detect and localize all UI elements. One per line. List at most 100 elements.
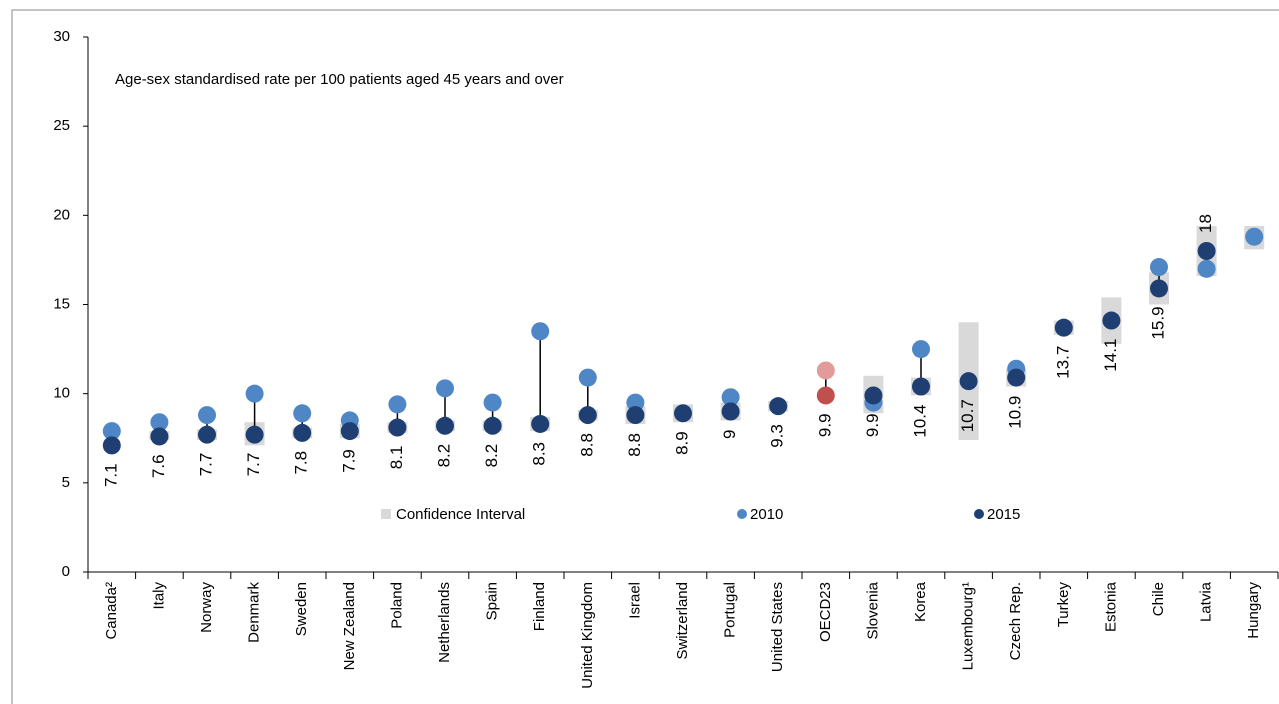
x-tick-label: Netherlands [436,582,453,663]
y-tick-label: 0 [62,563,70,580]
dot-2015 [959,372,978,391]
value-label: 7.1 [101,463,120,487]
value-label: 14.1 [1101,339,1120,372]
dot-2015 [436,416,454,435]
annotation: Age-sex standardised rate per 100 patien… [115,71,564,88]
frame [11,9,1279,704]
dot-2015 [531,414,550,433]
x-tick-label: Finland [531,582,548,631]
value-label: 8.8 [625,433,644,457]
value-label: 10.4 [910,405,929,438]
dot-2015 [1102,311,1121,330]
value-label: 8.3 [530,442,549,466]
dot-2015 [912,377,930,396]
x-tick-label: Estonia [1102,581,1119,632]
x-tick-label: Latvia [1198,581,1215,622]
dot-2015 [674,404,692,423]
dot-2010 [531,322,550,341]
x-tick-label: Chile [1150,582,1167,616]
value-label: 8.8 [577,433,596,457]
dot-2010 [388,395,407,414]
value-label: 8.9 [672,431,691,455]
dot-2015 [864,386,883,405]
value-label: 10.9 [1006,396,1025,429]
y-tick-label: 25 [53,117,70,134]
dot-2010 [578,368,597,387]
value-label: 7.7 [196,453,215,477]
x-tick-label: Switzerland [674,582,691,660]
x-tick-label: Slovenia [864,581,881,639]
x-tick-label: Sweden [293,582,310,636]
x-tick-label: Italy [150,582,167,610]
x-tick-label: Portugal [722,582,739,638]
dot-2010 [1245,227,1264,246]
dot-2010 [483,393,502,412]
x-tick-label: Norway [198,582,215,633]
x-tick-label: United States [769,582,786,672]
dot-2010 [721,388,740,407]
value-label: 13.7 [1053,346,1072,379]
x-tick-label: New Zealand [341,582,358,670]
y-tick-label: 15 [53,295,70,312]
dot-2015 [1197,242,1216,260]
value-label: 8.2 [434,444,453,468]
dot-2015 [578,406,597,425]
dot-2010 [816,361,835,380]
x-tick-label: Denmark [246,582,263,643]
dot-2010 [436,379,454,398]
dot-2015 [769,397,788,416]
value-label: 8.2 [482,444,501,468]
dot-2010 [626,393,645,412]
value-label: 7.6 [149,454,168,478]
x-tick-label: Poland [388,582,405,629]
x-tick-label: OECD23 [817,582,834,642]
x-tick-label: Czech Rep. [1007,582,1024,660]
dot-2015 [340,422,359,441]
value-label: 8.1 [387,446,406,470]
x-tick-label: Israel [626,582,643,619]
legend-label: 2015 [987,506,1020,523]
dot-2010 [1150,258,1168,277]
y-tick-label: 20 [53,206,70,223]
dot-2015 [102,436,121,455]
value-label: 9.3 [768,424,787,448]
dot-2015 [721,402,740,421]
dot-2015 [816,386,835,405]
legend-label: 2010 [750,506,783,523]
value-label: 7.7 [244,453,263,477]
x-tick-label: Korea [912,581,929,622]
dot-2010 [293,404,312,423]
dot-2015 [626,406,645,425]
value-label: 10.7 [958,399,977,432]
dot-2015 [388,418,407,437]
value-label: 18 [1196,214,1215,233]
dot-2010 [245,384,264,403]
dot-2010 [198,406,216,425]
dot-2015 [245,425,264,444]
value-label: 7.9 [339,449,358,473]
dot-2010 [912,340,930,359]
legend-label: Confidence Interval [396,506,525,523]
dot-2015 [1007,368,1026,387]
x-tick-label: Luxembourg¹ [960,582,977,670]
dot-2010 [1197,259,1216,278]
value-label: 9 [720,430,739,439]
dot-2010 [102,422,121,441]
dot-2015 [483,416,502,435]
value-label: 15.9 [1148,306,1167,339]
x-tick-label: Hungary [1245,582,1262,639]
value-label: 9.9 [863,413,882,437]
value-label: 9.9 [815,413,834,437]
dot-2015 [198,425,216,444]
dot-2010 [150,413,169,432]
dot-2015 [1054,318,1073,337]
legend-swatch [737,509,747,519]
x-tick-label: Turkey [1055,582,1072,628]
y-tick-label: 5 [62,474,70,491]
x-tick-label: Canada² [103,582,120,640]
y-tick-label: 10 [53,385,70,402]
dot-2015 [293,423,312,442]
x-tick-label: Spain [484,582,501,620]
value-label: 7.8 [292,451,311,475]
